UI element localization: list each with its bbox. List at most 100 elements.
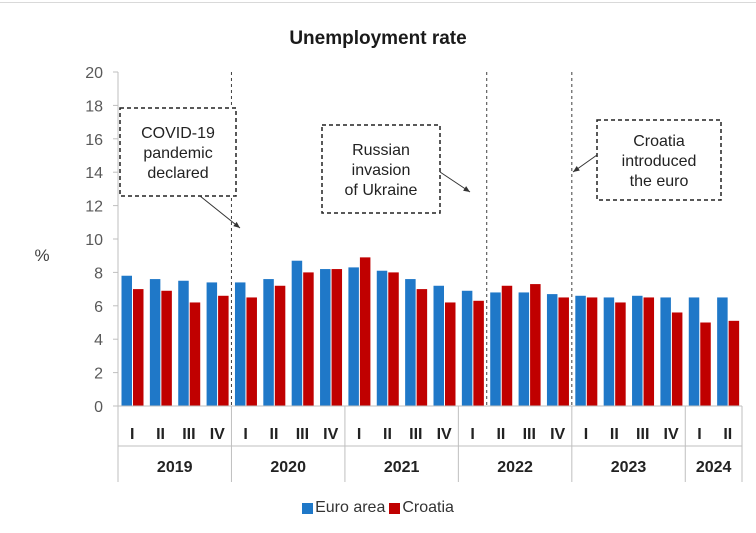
event-annotation-box: [321, 124, 441, 214]
bar-euro-area: [461, 290, 473, 406]
x-tick-label-quarter: I: [130, 426, 134, 443]
event-annotation-text: of Ukraine: [345, 182, 418, 199]
event-annotation-text: COVID-19: [141, 125, 215, 142]
event-annotation-box: [596, 119, 722, 201]
event-annotation-text: pandemic: [143, 145, 212, 162]
bar-euro-area: [575, 295, 586, 406]
event-annotation-box: [119, 107, 237, 197]
bar-euro-area: [717, 297, 728, 406]
bar-euro-area: [518, 292, 530, 406]
legend-item-euro-area: Euro area: [302, 499, 385, 517]
bar-euro-area: [405, 279, 416, 406]
bar-euro-area: [320, 269, 331, 406]
bar-euro-area: [632, 295, 643, 406]
event-annotation-text: Croatia: [633, 133, 685, 150]
bar-croatia: [558, 297, 569, 406]
x-tick-label-quarter: I: [697, 426, 701, 443]
x-tick-label-year: 2020: [270, 459, 306, 476]
y-tick-label: 12: [85, 199, 103, 216]
chart-title: Unemployment rate: [289, 28, 467, 49]
bar-euro-area: [291, 260, 303, 406]
legend-swatch-croatia: [389, 502, 401, 514]
x-tick-label-quarter: IV: [664, 426, 679, 443]
bar-euro-area: [376, 270, 388, 406]
bar-croatia: [189, 302, 201, 406]
y-tick-label: 18: [85, 98, 103, 115]
y-axis-label: %: [34, 246, 49, 265]
x-tick-label-quarter: IV: [437, 426, 452, 443]
chart-legend: Euro area Croatia: [0, 499, 756, 517]
legend-label-croatia: Croatia: [402, 499, 454, 516]
bar-euro-area: [206, 282, 218, 406]
x-tick-label-quarter: IV: [210, 426, 225, 443]
bar-croatia: [700, 322, 711, 406]
bar-euro-area: [149, 279, 161, 406]
y-tick-label: 20: [85, 65, 103, 82]
x-tick-label-quarter: I: [357, 426, 361, 443]
bar-euro-area: [348, 267, 359, 406]
bar-euro-area: [546, 294, 558, 406]
x-tick-label-quarter: II: [496, 426, 505, 443]
bar-euro-area: [234, 282, 246, 406]
bar-croatia: [643, 297, 655, 406]
event-arrow-head: [463, 186, 470, 192]
x-tick-label-quarter: II: [723, 426, 732, 443]
x-tick-label-quarter: I: [470, 426, 474, 443]
bar-euro-area: [603, 297, 615, 406]
x-tick-label-quarter: IV: [323, 426, 338, 443]
bar-croatia: [671, 312, 683, 406]
event-annotation-text: declared: [147, 165, 208, 182]
x-tick-label-year: 2019: [157, 459, 193, 476]
legend-item-croatia: Croatia: [389, 499, 454, 517]
y-tick-label: 2: [94, 366, 103, 383]
x-tick-label-quarter: I: [243, 426, 247, 443]
bar-croatia: [586, 297, 598, 406]
x-tick-label-quarter: III: [523, 426, 536, 443]
bar-croatia: [530, 284, 541, 406]
bar-croatia: [728, 320, 740, 406]
bar-euro-area: [490, 292, 501, 406]
x-tick-label-quarter: III: [296, 426, 309, 443]
bar-croatia: [388, 272, 399, 406]
y-tick-label: 10: [85, 232, 103, 249]
event-arrow-head: [573, 166, 580, 172]
x-tick-label-quarter: II: [156, 426, 165, 443]
bar-euro-area: [688, 297, 700, 406]
bar-euro-area: [263, 279, 274, 406]
bar-croatia: [303, 272, 314, 406]
bar-croatia: [133, 289, 144, 406]
event-arrow-head: [233, 221, 240, 228]
x-tick-label-year: 2022: [497, 459, 533, 476]
event-annotation-text: introduced: [622, 153, 697, 170]
x-tick-label-quarter: III: [636, 426, 649, 443]
x-tick-label-year: 2023: [611, 459, 647, 476]
x-tick-label-year: 2024: [696, 459, 732, 476]
event-annotation-text: the euro: [630, 173, 689, 190]
bar-croatia: [331, 269, 343, 406]
event-annotation-text: Russian: [352, 142, 410, 159]
x-tick-label-quarter: II: [270, 426, 279, 443]
x-tick-label-quarter: III: [409, 426, 422, 443]
y-tick-label: 8: [94, 265, 103, 282]
legend-label-euro-area: Euro area: [315, 499, 386, 516]
event-annotation-text: invasion: [352, 162, 411, 179]
bar-croatia: [161, 290, 172, 406]
x-tick-label-quarter: II: [383, 426, 392, 443]
top-divider: [0, 2, 756, 3]
x-tick-label-quarter: I: [584, 426, 588, 443]
bar-croatia: [274, 285, 286, 406]
bar-euro-area: [178, 280, 189, 406]
bar-euro-area: [433, 285, 444, 406]
bar-euro-area: [121, 275, 132, 406]
bar-croatia: [246, 297, 257, 406]
bar-croatia: [473, 300, 484, 406]
y-tick-label: 14: [85, 165, 103, 182]
y-tick-label: 16: [85, 132, 103, 149]
bar-croatia: [218, 295, 229, 406]
x-tick-label-quarter: IV: [550, 426, 565, 443]
bar-croatia: [416, 289, 428, 406]
y-tick-label: 0: [94, 399, 103, 416]
bar-croatia: [501, 285, 513, 406]
x-tick-label-quarter: II: [610, 426, 619, 443]
bar-croatia: [445, 302, 456, 406]
